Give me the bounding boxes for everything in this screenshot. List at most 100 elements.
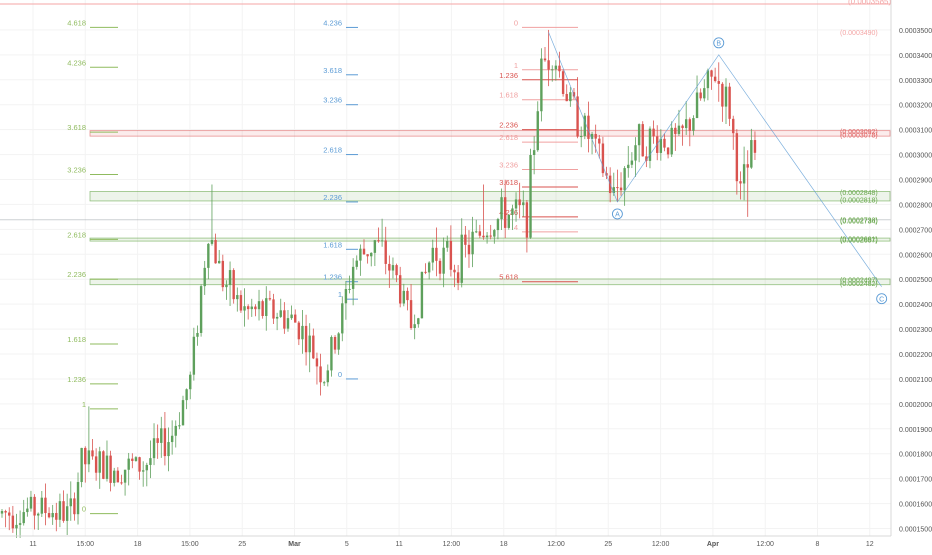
fib-level-label: 3.236 [67,166,86,175]
candle-body [543,58,547,61]
candle [225,280,228,300]
candle-body [156,438,159,443]
fib-level-label: 1 [514,61,518,70]
candle [134,456,138,462]
price-axis-tick: 0.0002100 [899,377,932,384]
candle [170,420,174,455]
fib-level-label: 5.618 [499,273,518,282]
candle-body [319,366,322,383]
candle-body [648,128,652,161]
candle [645,146,648,168]
candle-body [456,272,460,283]
candle-body [547,60,550,70]
candle-body [94,456,98,473]
candle-body [105,455,109,479]
candle [670,121,673,157]
candle-body [160,428,163,443]
candle-body [377,240,380,242]
candle-body [503,197,507,228]
fib-level-label: 1.236 [323,273,342,282]
fibonacci-layer: 4.618 4.236 3.618 3.236 2.618 2.236 1.618 1.236… [67,18,578,515]
candle [663,133,666,152]
candle [149,440,152,479]
candle-body [532,150,536,155]
candle-body [395,265,398,276]
fib-level-label: 2.618 [323,146,342,155]
candle [22,499,25,526]
candle-body [29,496,33,509]
candle [413,314,416,340]
fib-level-label: 3.236 [323,96,342,105]
candle-body [590,133,594,139]
candle [543,46,547,62]
candle-body [684,119,688,129]
candle [652,120,655,144]
candle-body [47,513,51,518]
price-axis-tick: 0.0003400 [899,53,932,60]
candle [160,416,163,458]
candle [717,62,720,102]
candle [294,309,297,323]
candle [746,150,749,217]
candle-body [87,450,91,465]
candle [29,490,33,512]
candle-body [641,124,644,157]
fib-level-label: 3.236 [499,161,518,170]
candle [713,67,717,83]
candle-body [402,290,406,304]
candle [228,261,232,307]
candle [348,275,351,294]
price-axis-tick: 0.0003300 [899,78,932,85]
candle-body [558,65,561,72]
candle-body [467,244,471,255]
candle [684,101,688,135]
candle-body [431,247,434,263]
price-axis-tick: 0.0002900 [899,177,932,184]
time-axis-tick: 11 [29,541,36,548]
candle-body [330,336,333,371]
candle-body [442,247,445,274]
candle-body [0,511,4,514]
candle [420,271,424,319]
price-level-label-top: (0.0003585) [848,0,891,6]
candle-body [214,240,217,264]
candle-body [232,270,235,300]
candle-body [120,482,123,484]
candle [493,228,496,244]
candle-body [91,450,94,457]
wave-label-c: C [876,293,888,305]
price-axis-tick: 0.0001700 [899,477,932,484]
candle-body [518,199,521,206]
fib-level-label: 2.618 [499,133,518,142]
candle [724,78,728,124]
candle [261,299,264,319]
candle-body [228,270,232,285]
candle [105,440,109,482]
candle [380,218,384,247]
candle [337,332,340,355]
candle [750,128,753,169]
candle-body [489,235,492,237]
candle-body [116,470,120,483]
wave-label-a: A [611,208,623,220]
candle [221,254,225,292]
candle [33,494,36,530]
candle [475,219,478,234]
candle-body [55,512,58,520]
candle-body [246,306,250,310]
candle-body [333,336,337,350]
candle [677,109,681,136]
candle-body [210,240,214,244]
candle-body [127,458,130,470]
candle [123,469,127,496]
candle [351,258,355,306]
candle [359,244,362,276]
candle-body [732,118,735,134]
candle-body [348,288,351,290]
candle-body [703,88,706,99]
candle [87,406,91,473]
candle-body [482,235,485,238]
candle-body [688,119,691,131]
